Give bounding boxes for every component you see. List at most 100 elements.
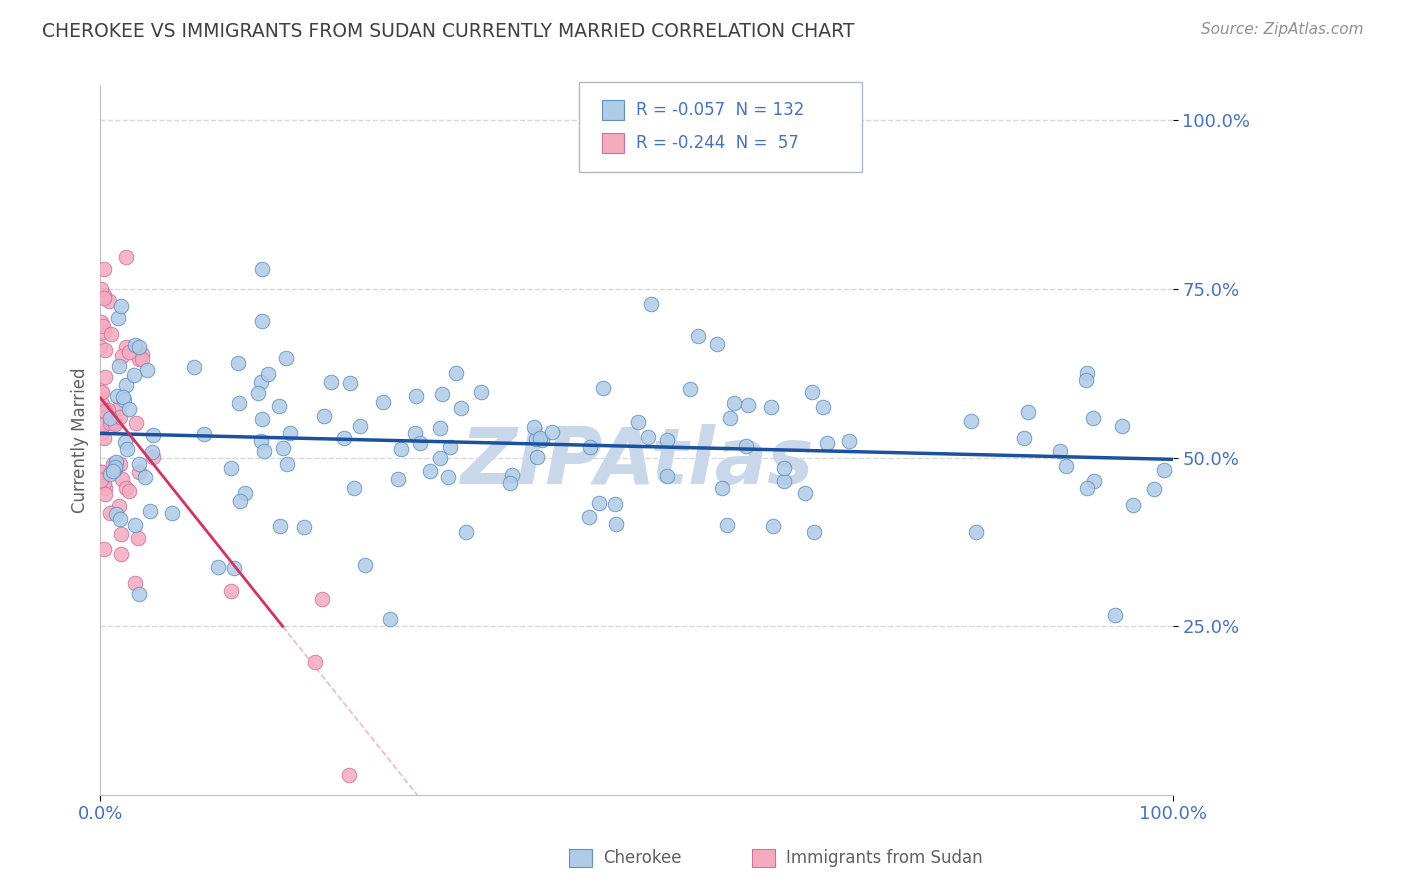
Point [637,430,659,444]
Point [93,541,115,556]
Point [706,336,728,351]
Point [104,462,127,476]
Point [97,293,120,308]
Point [1083,474,1105,488]
Point [734,439,756,453]
Point [429,421,451,435]
Point [387,472,409,486]
Text: CHEROKEE VS IMMIGRANTS FROM SUDAN CURRENTLY MARRIED CORRELATION CHART: CHEROKEE VS IMMIGRANTS FROM SUDAN CURREN… [42,22,855,41]
Point [127,531,149,545]
Point [193,427,215,442]
Point [207,560,229,574]
Point [343,481,366,495]
Point [249,434,271,449]
Point [134,470,156,484]
Point [103,464,125,478]
Point [269,519,291,533]
Point [773,474,796,488]
Point [456,525,478,540]
Point [94,487,117,501]
Point [110,457,132,471]
Point [100,467,122,481]
Point [90,473,112,487]
Point [304,655,326,669]
Point [93,291,115,305]
Point [1153,463,1175,477]
Point [312,409,335,424]
Point [114,377,136,392]
Point [1122,499,1144,513]
Point [122,368,145,382]
Point [110,526,132,541]
Point [349,419,371,434]
Point [838,434,860,448]
Point [128,457,150,471]
Point [578,510,600,524]
Point [104,459,127,474]
Point [501,468,523,483]
Point [114,392,136,407]
Point [271,441,294,455]
Point [444,367,467,381]
Point [1076,482,1098,496]
Point [114,250,136,264]
Point [762,519,785,533]
Text: ZIPAtlas: ZIPAtlas [460,424,813,500]
Point [115,442,138,456]
Point [90,282,112,296]
Point [278,425,301,440]
Point [250,314,273,328]
Point [803,524,825,539]
Point [94,343,117,358]
Point [718,411,741,425]
Point [226,356,249,370]
Point [716,517,738,532]
Point [183,359,205,374]
Point [640,296,662,310]
Point [93,288,115,302]
Point [339,376,361,390]
Point [815,435,838,450]
Point [1142,483,1164,497]
Point [98,507,121,521]
Point [118,344,141,359]
Point [688,329,710,343]
Point [588,496,610,510]
Point [128,587,150,601]
Point [90,385,112,400]
Point [93,325,115,339]
Point [274,351,297,366]
Point [104,455,127,469]
Point [679,382,702,396]
Point [142,450,165,464]
Point [108,499,131,513]
Point [432,387,454,401]
Point [114,481,136,495]
Point [249,375,271,389]
Point [103,457,125,471]
Point [1012,432,1035,446]
Point [97,402,120,417]
Point [252,444,274,458]
Point [107,359,129,373]
Point [131,347,153,361]
Text: Source: ZipAtlas.com: Source: ZipAtlas.com [1201,22,1364,37]
Point [257,367,280,381]
Point [723,396,745,410]
Point [657,434,679,448]
Point [105,507,128,521]
Point [603,497,626,511]
Point [93,481,115,495]
Point [439,440,461,454]
Point [93,262,115,277]
Point [252,261,274,276]
Point [1054,458,1077,473]
Point [224,561,246,575]
Point [408,435,430,450]
Point [529,431,551,445]
Point [626,415,648,429]
Point [91,319,114,334]
Point [333,431,356,445]
Point [526,432,548,446]
Point [118,401,141,416]
